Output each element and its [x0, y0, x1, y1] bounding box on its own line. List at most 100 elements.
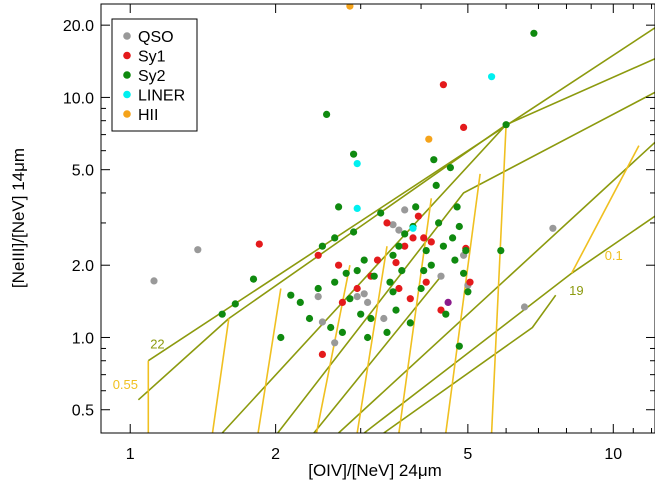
x-tick-label: 2: [271, 446, 280, 463]
legend-label-sy2: Sy2: [138, 68, 166, 85]
point-sy1-10: [395, 284, 403, 293]
annotation-0: 22: [150, 337, 164, 352]
point-sy2-36: [422, 247, 430, 255]
point-sy2-34: [417, 284, 425, 293]
annotation-2: 19: [569, 283, 583, 298]
point-sy2-6: [305, 314, 314, 323]
point-sy2-9: [323, 110, 331, 118]
legend-marker-sy1: [123, 51, 131, 60]
point-sy2-19: [360, 256, 368, 264]
point-sy1-5: [353, 284, 361, 293]
point-sy2-15: [346, 295, 354, 303]
point-sy2-43: [449, 234, 457, 242]
point-sy2-41: [442, 310, 450, 318]
point-sy2-8: [318, 242, 326, 250]
point-qso-6: [360, 290, 368, 298]
point-sy2-28: [395, 242, 403, 250]
point-sy2-11: [331, 278, 339, 286]
point-sy2-33: [412, 203, 420, 211]
point-sy1-0: [255, 240, 263, 248]
point-sy2-17: [353, 267, 361, 275]
yellow-grid-line-6: [445, 173, 481, 433]
point-sy2-2: [249, 275, 258, 283]
point-sy1-16: [422, 278, 430, 286]
line-annotations: 22 0.55 19 0.1: [113, 248, 623, 392]
point-qso-1: [194, 246, 202, 254]
point-sy1-11: [401, 242, 409, 250]
point-sy2-49: [464, 288, 472, 296]
point-qso-0: [150, 277, 158, 285]
point-qso-4: [331, 339, 339, 347]
point-sy2-30: [401, 230, 409, 238]
point-qso-3: [318, 318, 326, 326]
point-sy2-55: [455, 342, 463, 350]
point-qso-15: [520, 303, 529, 311]
olive-grid-line-5: [313, 275, 442, 433]
point-liner-2: [409, 224, 417, 232]
legend: QSO Sy1 Sy2 LINER HII: [111, 18, 198, 132]
point-sy2-4: [287, 291, 295, 299]
point-sy2-54: [497, 247, 505, 255]
point-sy2-13: [335, 203, 343, 211]
olive-grid-line-4: [277, 91, 655, 433]
point-sy2-53: [530, 29, 538, 37]
y-tick-label: 1.0: [72, 330, 94, 347]
x-axis-label: [OIV]/[NeV] 24μm: [308, 461, 442, 480]
olive-grid-line-6: [338, 141, 655, 433]
point-sy2-50: [350, 150, 358, 158]
point-sy2-3: [277, 333, 285, 342]
point-sy1-2: [318, 350, 326, 358]
olive-grid-line-8: [383, 294, 557, 433]
point-sy1-12: [406, 295, 414, 303]
legend-marker-qso: [123, 32, 131, 40]
annotation-1: 0.55: [113, 377, 138, 392]
point-hii-0: [346, 4, 354, 10]
annotation-3: 0.1: [605, 248, 623, 263]
data-points: [150, 4, 557, 358]
legend-label-liner: LINER: [138, 88, 185, 105]
point-qso-8: [380, 314, 388, 323]
point-sy1-3: [335, 261, 343, 269]
point-sy1-13: [409, 234, 417, 242]
point-qso-5: [353, 293, 361, 301]
point-qso-2: [314, 293, 322, 301]
point-sy2-35: [420, 267, 428, 275]
point-sy1-1: [314, 251, 322, 259]
olive-grid-line-1: [137, 317, 230, 401]
legend-marker-sy2: [123, 71, 131, 79]
point-sy2-27: [392, 306, 400, 314]
y-tick-label: 0.5: [72, 403, 94, 420]
y-tick-label: 2.0: [72, 258, 94, 275]
point-sy2-47: [460, 269, 468, 277]
point-sy1-22: [466, 278, 474, 286]
point-sy2-46: [455, 222, 463, 231]
point-sy2-5: [296, 298, 304, 306]
point-sy2-44: [451, 256, 459, 264]
point-sy2-1: [231, 300, 239, 308]
point-other-0: [444, 298, 452, 306]
olive-grid-line-0: [147, 27, 655, 362]
point-sy2-16: [350, 228, 358, 236]
point-sy1-15: [420, 234, 428, 242]
point-hii-1: [425, 135, 433, 143]
legend-marker-liner: [123, 90, 131, 99]
point-sy2-52: [502, 121, 510, 129]
point-qso-10: [395, 226, 403, 234]
point-sy2-42: [446, 164, 454, 172]
point-sy2-29: [398, 267, 406, 275]
point-sy1-14: [414, 212, 422, 220]
point-sy1-18: [437, 306, 445, 314]
point-sy2-20: [364, 333, 372, 342]
point-sy2-24: [383, 328, 391, 336]
point-sy2-10: [327, 323, 335, 332]
yellow-grid-line-1: [211, 318, 230, 433]
point-sy1-20: [460, 123, 468, 131]
point-qso-11: [401, 206, 409, 214]
yellow-grid-line-7: [490, 124, 507, 433]
point-qso-12: [437, 272, 445, 280]
point-qso-9: [389, 221, 397, 229]
y-tick-label: 20.0: [63, 18, 94, 35]
y-axis-label: [NeIII]/[NeV] 14μm: [9, 148, 28, 288]
x-tick-label: 10: [604, 446, 622, 463]
